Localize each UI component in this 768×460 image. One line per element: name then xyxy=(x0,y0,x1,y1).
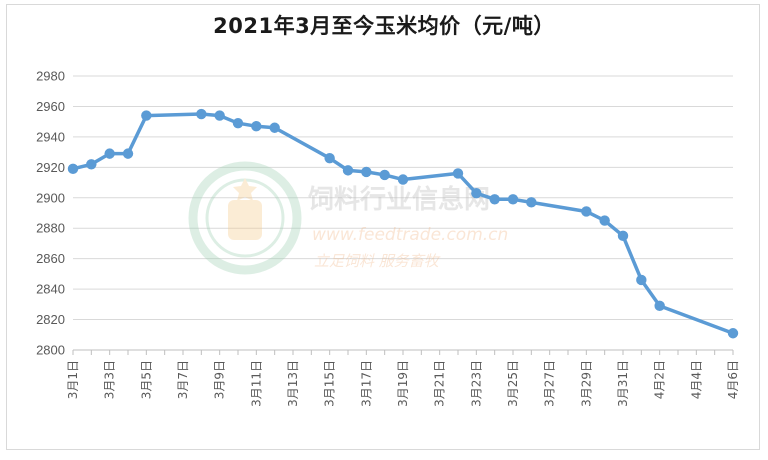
data-point xyxy=(361,166,372,178)
data-point xyxy=(599,215,610,226)
x-tick-label: 3月17日 xyxy=(359,360,373,407)
axes xyxy=(72,349,734,355)
x-tick-label: 3月9日 xyxy=(213,360,227,399)
y-tick-label: 2800 xyxy=(36,343,65,358)
data-point xyxy=(86,159,97,170)
data-point xyxy=(581,206,592,217)
x-tick-label: 3月15日 xyxy=(323,360,337,407)
chart-title: 2021年3月至今玉米均价（元/吨） xyxy=(213,14,555,38)
y-tick-label: 2900 xyxy=(36,190,65,205)
data-point xyxy=(654,300,665,312)
data-point xyxy=(397,174,409,185)
x-tick-label: 3月25日 xyxy=(506,360,520,407)
data-point xyxy=(232,117,244,129)
y-tick-label: 2980 xyxy=(36,69,65,84)
x-tick-label: 4月4日 xyxy=(689,360,703,399)
watermark-name: 饲料行业信息网 xyxy=(307,184,490,215)
watermark-url: www.feedtrade.com.cn xyxy=(312,225,508,245)
x-tick-label: 3月31日 xyxy=(616,360,630,407)
series-line xyxy=(71,112,735,336)
chart-frame xyxy=(6,4,760,450)
watermark-logo xyxy=(188,161,302,275)
y-tick-label: 2860 xyxy=(36,251,65,266)
watermark-slogan: 立足饲料 服务畜牧 xyxy=(314,252,441,270)
data-point xyxy=(727,328,739,339)
y-tick-label: 2940 xyxy=(36,129,65,144)
x-tick-label: 4月6日 xyxy=(726,360,740,399)
y-tick-label: 2880 xyxy=(36,221,65,236)
x-tick-label: 3月5日 xyxy=(139,360,153,399)
x-tick-label: 3月1日 xyxy=(66,360,80,399)
data-point xyxy=(489,194,500,205)
x-tick-label: 3月23日 xyxy=(469,360,483,407)
watermark: 饲料行业信息网 www.feedtrade.com.cn 立足饲料 服务畜牧 xyxy=(188,161,508,275)
data-point xyxy=(196,108,207,120)
data-point xyxy=(141,110,152,121)
y-tick-label: 2920 xyxy=(36,160,65,175)
x-tick-label: 3月7日 xyxy=(176,360,190,399)
y-tick-label: 2840 xyxy=(36,282,65,297)
gridlines xyxy=(73,75,733,321)
data-point xyxy=(104,148,115,159)
data-point xyxy=(269,122,280,133)
series-price xyxy=(67,108,739,339)
x-tick-label: 3月27日 xyxy=(543,360,557,407)
data-point xyxy=(452,168,464,179)
y-axis-tick-labels: 2800 2820 2840 2860 2880 2900 2920 2940 2960 2980 xyxy=(36,69,65,358)
data-point xyxy=(214,110,225,121)
data-point xyxy=(471,188,482,199)
y-tick-label: 2820 xyxy=(36,312,65,327)
x-tick-label: 3月29日 xyxy=(579,360,593,407)
data-point xyxy=(251,121,262,132)
x-tick-label: 4月2日 xyxy=(653,360,667,399)
x-tick-label: 3月11日 xyxy=(249,360,263,407)
data-point xyxy=(379,169,390,181)
x-tick-label: 3月19日 xyxy=(396,360,410,407)
data-point xyxy=(342,165,354,176)
data-point xyxy=(526,197,537,208)
x-tick-label: 3月3日 xyxy=(103,360,117,399)
x-tick-label: 3月13日 xyxy=(286,360,300,407)
data-point xyxy=(617,230,629,242)
x-tick-label: 3月21日 xyxy=(433,360,447,407)
data-point xyxy=(507,194,519,205)
data-point xyxy=(122,148,134,159)
y-tick-label: 2960 xyxy=(36,99,65,114)
data-point xyxy=(324,153,335,164)
data-point xyxy=(636,274,647,286)
data-point xyxy=(67,163,79,175)
x-axis-tick-labels: 3月1日 3月3日 3月5日 3月7日 3月9日 3月11日 3月13日 3月15日 3月17日… xyxy=(66,360,740,407)
